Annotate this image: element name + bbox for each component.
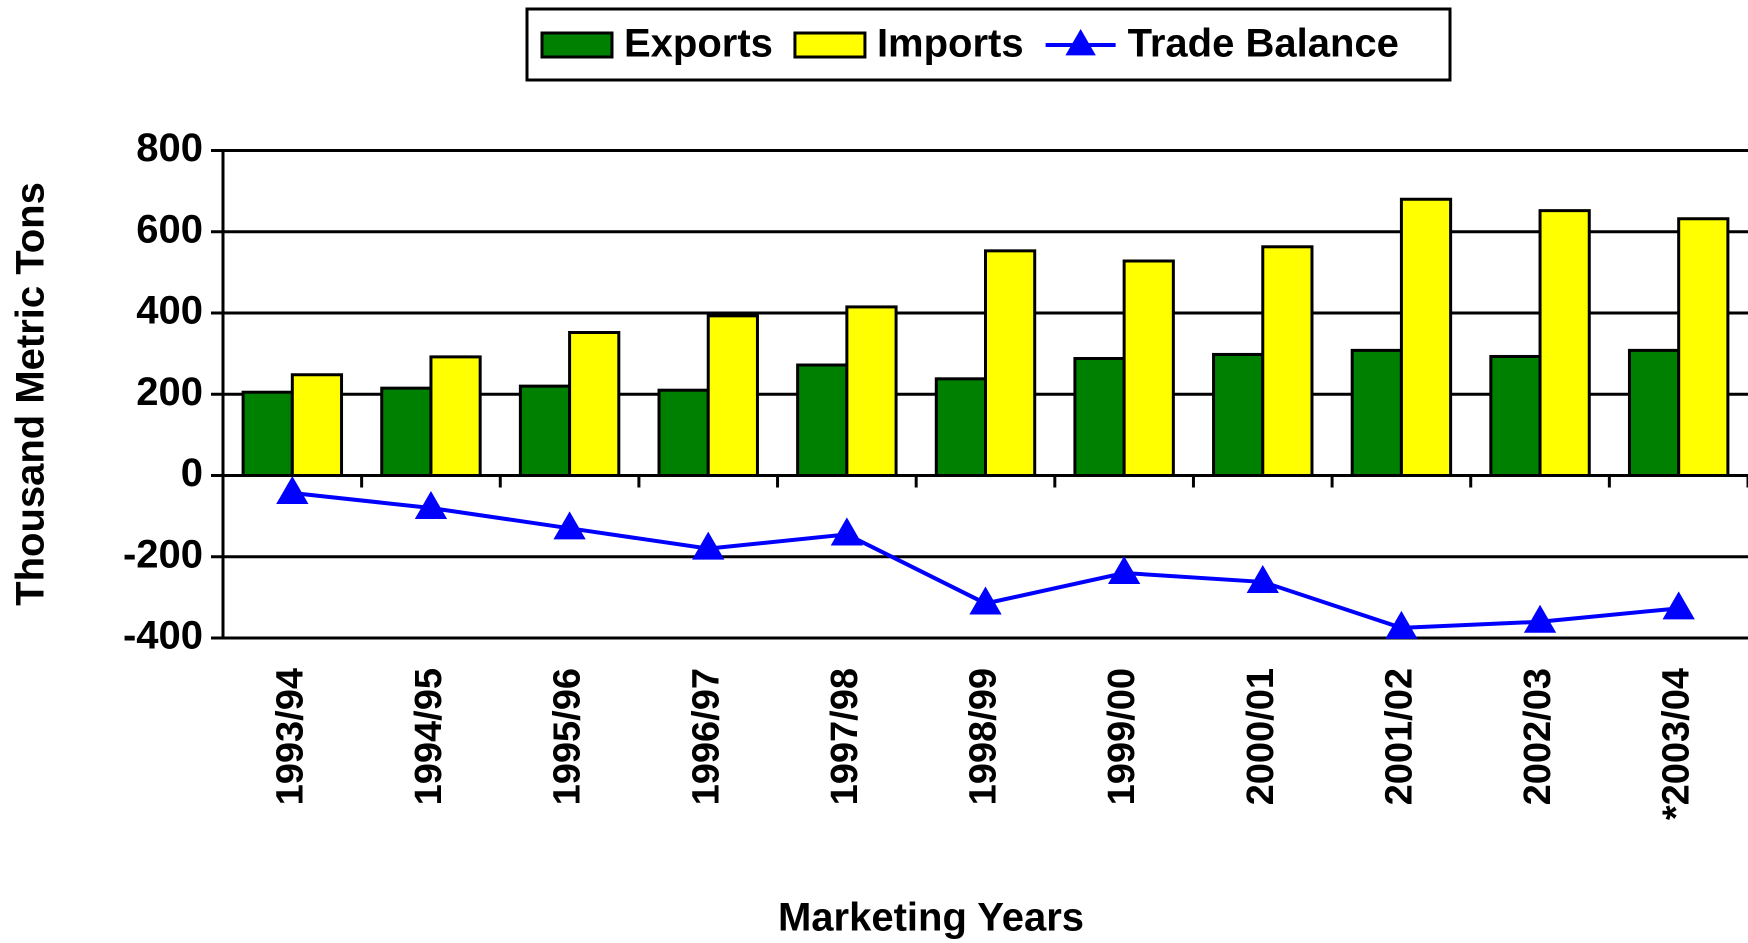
legend: Exports Imports Trade Balance xyxy=(525,7,1452,82)
y-tick-label: -400 xyxy=(123,614,203,658)
y-tick-label: 400 xyxy=(136,289,203,333)
bar xyxy=(518,384,572,477)
x-tick-label: 1998/99 xyxy=(963,668,1005,805)
x-tick-label: 1993/94 xyxy=(269,668,311,805)
bar xyxy=(568,331,621,477)
bar xyxy=(1489,354,1542,477)
legend-swatch xyxy=(793,31,867,59)
x-tick-label: 2002/03 xyxy=(1517,668,1559,805)
bar xyxy=(796,363,849,477)
bar xyxy=(1677,217,1730,477)
bar xyxy=(241,390,294,477)
marker xyxy=(1662,591,1695,620)
bar xyxy=(706,314,759,477)
legend-label: Trade Balance xyxy=(1128,22,1399,66)
legend-swatch xyxy=(540,31,614,59)
bar xyxy=(1538,209,1591,477)
legend-label: Exports xyxy=(624,22,773,66)
marker xyxy=(1246,564,1279,593)
bar xyxy=(1261,245,1314,477)
y-tick-label: 600 xyxy=(136,207,203,251)
bar xyxy=(934,377,988,477)
x-tick-label: 2001/02 xyxy=(1378,668,1420,805)
y-tick-label: 200 xyxy=(136,370,203,414)
x-tick-label: 1997/98 xyxy=(824,668,866,805)
marker xyxy=(553,511,586,540)
marker xyxy=(969,586,1002,615)
legend-box xyxy=(525,7,1452,82)
bar xyxy=(1399,197,1453,477)
bar xyxy=(1073,357,1126,477)
marker xyxy=(276,475,309,505)
bar xyxy=(429,355,482,477)
marker xyxy=(692,531,725,560)
legend-marker xyxy=(1065,29,1096,56)
x-tick-label: *2003/04 xyxy=(1656,668,1698,820)
marker xyxy=(830,517,864,546)
bar xyxy=(984,249,1037,477)
bar xyxy=(657,388,710,477)
marker xyxy=(1385,610,1418,639)
x-tick-label: 1999/00 xyxy=(1101,668,1143,805)
bar xyxy=(380,386,433,477)
x-tick-label: 1996/97 xyxy=(685,668,727,805)
legend-item: Trade Balance xyxy=(1045,22,1399,66)
bar xyxy=(1350,348,1403,477)
legend-item: Exports xyxy=(540,22,773,66)
y-axis-title: Thousand Metric Tons xyxy=(9,182,53,606)
bar xyxy=(290,373,344,477)
marker xyxy=(414,491,448,520)
x-tick-label: 1994/95 xyxy=(408,668,450,805)
legend-label: Imports xyxy=(877,22,1024,66)
bar xyxy=(1627,348,1681,477)
bar xyxy=(845,305,898,477)
y-tick-label: 800 xyxy=(136,126,203,170)
marker xyxy=(1523,604,1557,633)
x-tick-label: 1995/96 xyxy=(547,668,589,805)
x-axis-title: Marketing Years xyxy=(778,896,1084,940)
legend-item: Imports xyxy=(793,22,1024,66)
bar xyxy=(1122,259,1175,477)
y-tick-label: 0 xyxy=(181,451,203,495)
bar xyxy=(1212,352,1265,477)
marker xyxy=(1107,556,1141,585)
y-tick-label: -200 xyxy=(123,532,203,576)
x-tick-label: 2000/01 xyxy=(1240,668,1282,805)
